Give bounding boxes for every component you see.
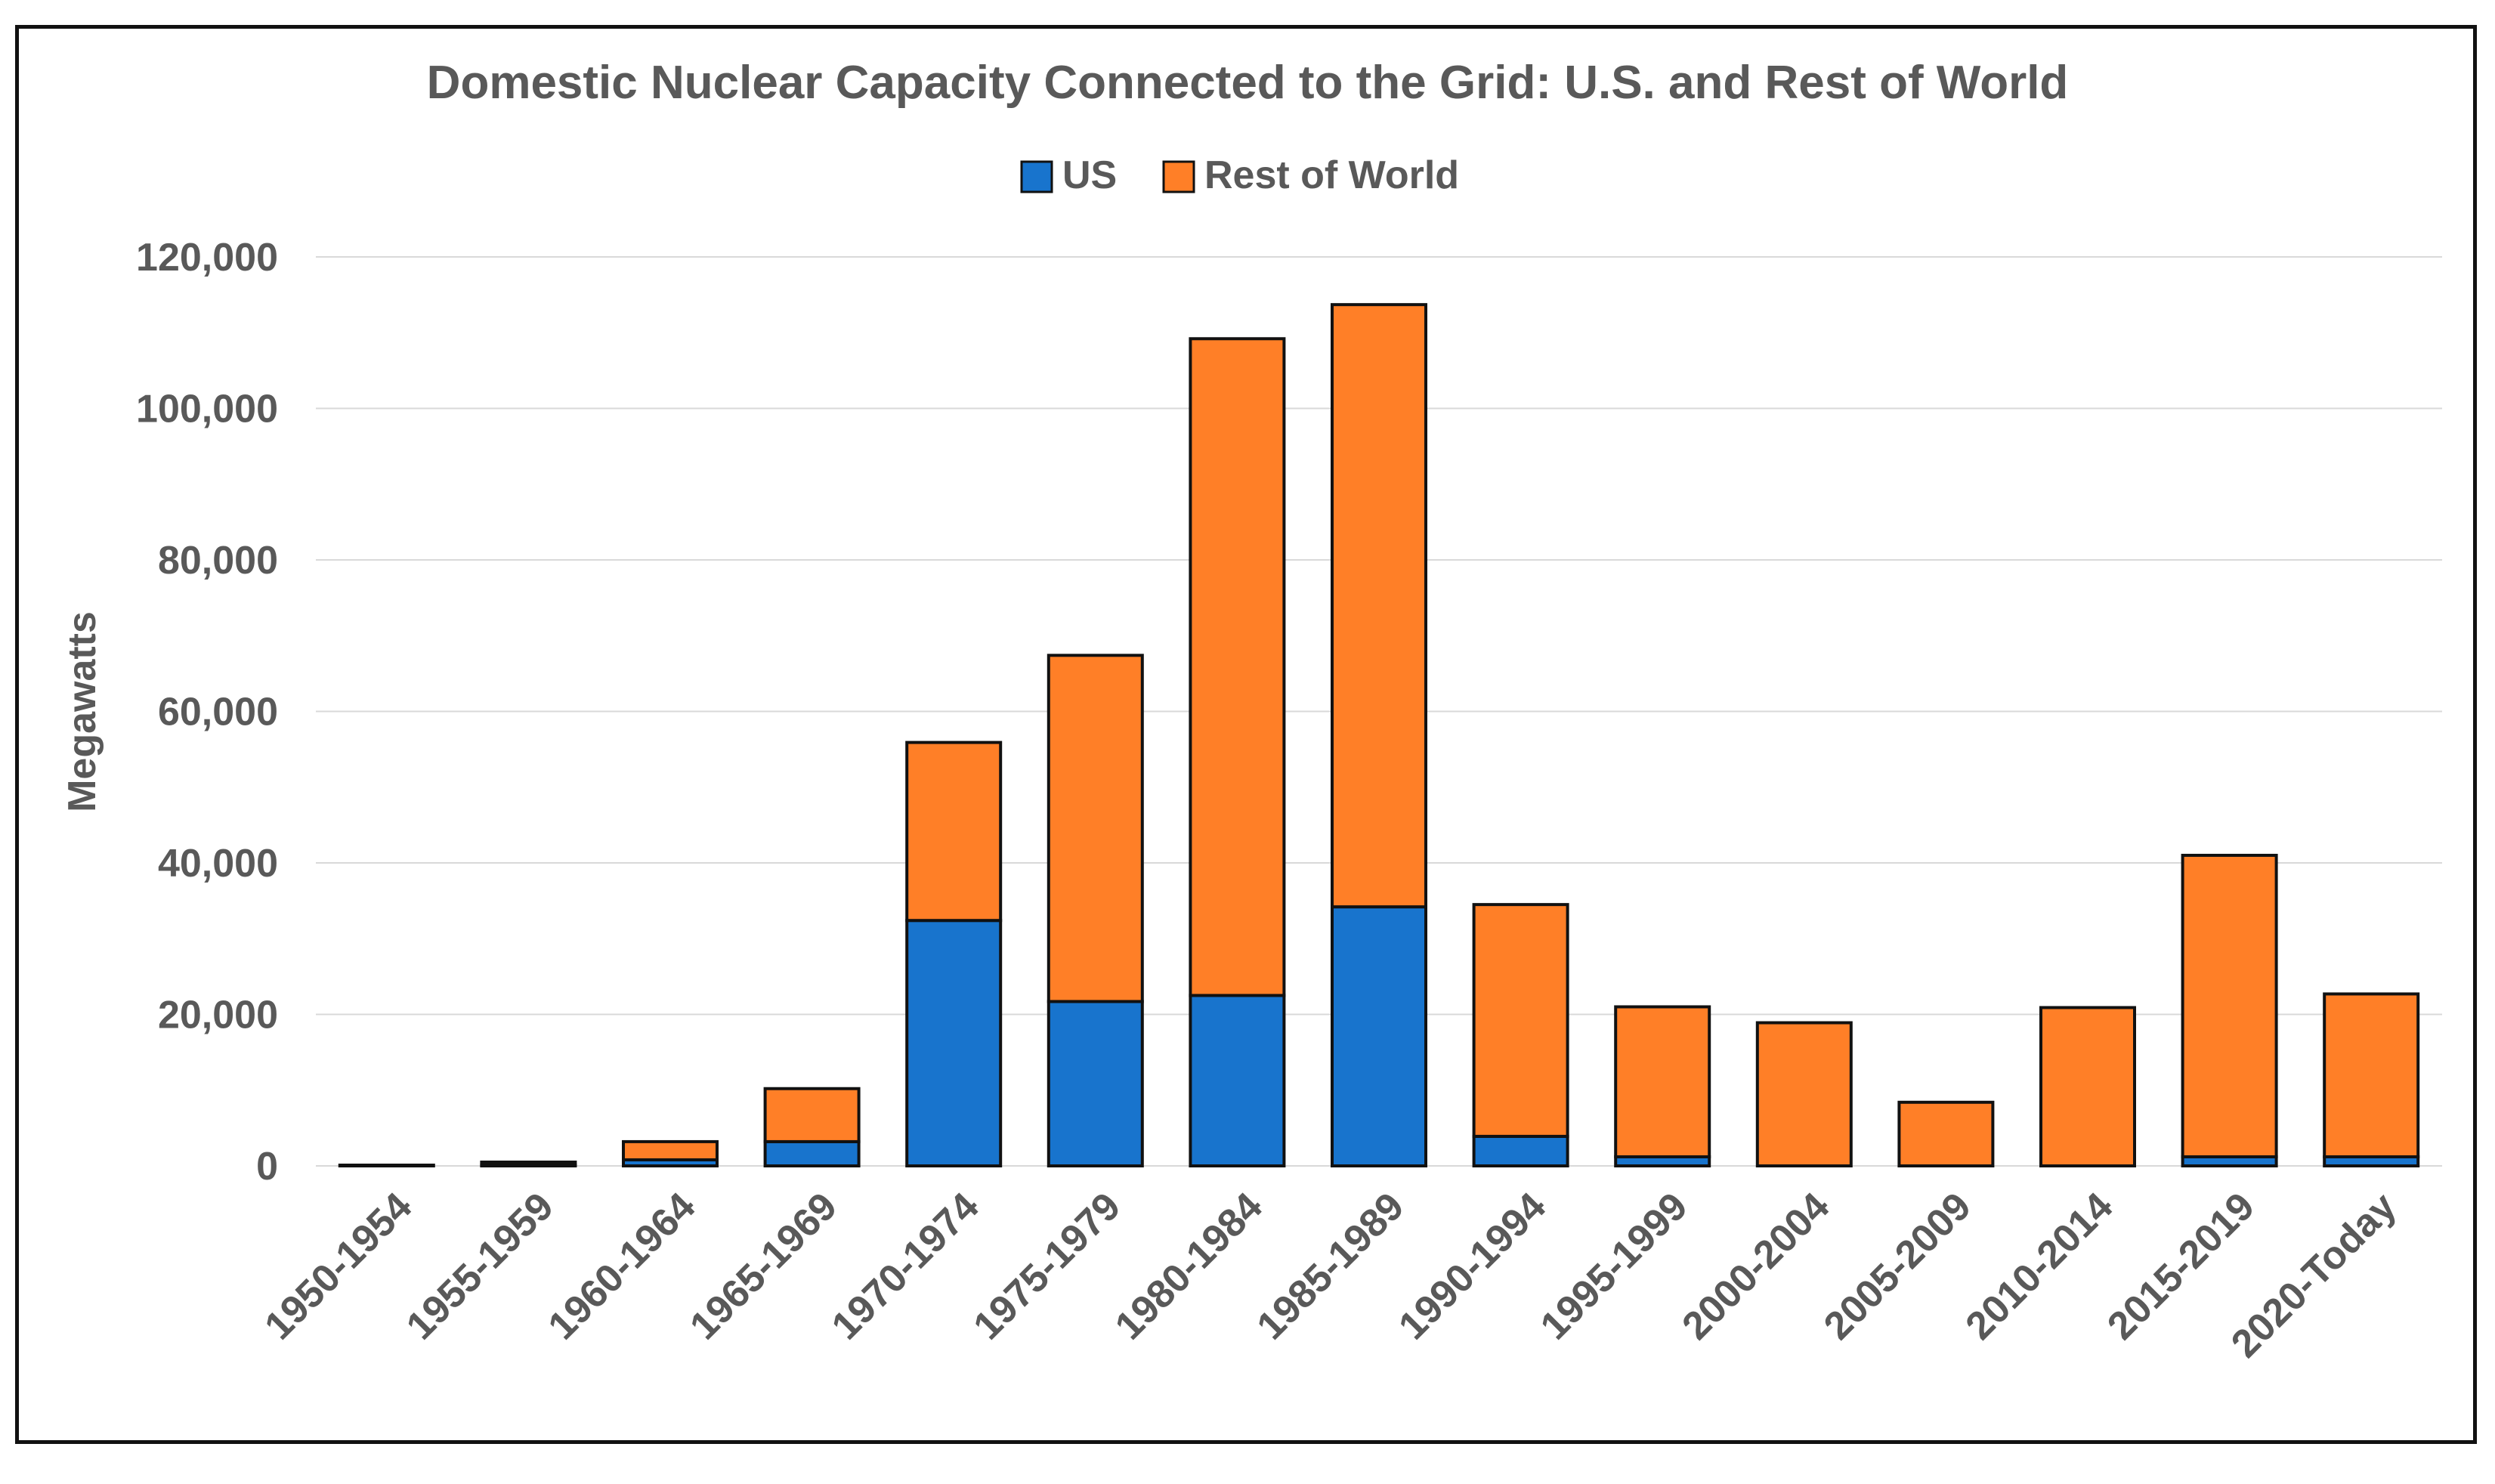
bar-rest-of-world (905, 740, 1003, 923)
x-tick-label: 2010-2014 (1958, 1184, 2122, 1348)
y-axis-ticks: 0 20,000 40,000 60,000 80,000 100,000 120,000 (136, 236, 278, 1189)
bars (338, 303, 2420, 1168)
legend-label-us: US (1062, 153, 1117, 197)
y-tick-label: 100,000 (136, 388, 278, 431)
y-tick-label: 80,000 (158, 539, 278, 583)
x-tick-label: 2000-2004 (1674, 1184, 1838, 1348)
legend-label-rest-of-world: Rest of World (1204, 153, 1459, 197)
y-tick-label: 0 (256, 1145, 278, 1189)
bar-rest-of-world (2039, 1006, 2136, 1168)
x-tick-label: 1990-1994 (1390, 1184, 1554, 1348)
legend-swatch-us (1020, 160, 1053, 193)
bar-rest-of-world (2181, 853, 2278, 1158)
x-tick-label: 1955-1959 (398, 1184, 562, 1348)
x-tick-label: 1985-1989 (1249, 1184, 1413, 1348)
x-axis-ticks: 1950-19541955-19591960-19641965-19691970… (256, 1184, 2404, 1366)
bar-us (905, 919, 1003, 1167)
x-tick-label: 1965-1969 (682, 1184, 846, 1348)
bar-us (1472, 1134, 1569, 1167)
bar-us (1189, 994, 1286, 1167)
y-tick-label: 60,000 (158, 691, 278, 734)
bar-rest-of-world (763, 1087, 861, 1143)
bar-rest-of-world (1189, 337, 1286, 997)
y-tick-label: 120,000 (136, 236, 278, 280)
x-tick-label: 1995-1999 (1532, 1184, 1696, 1348)
chart-title: Domestic Nuclear Capacity Connected to t… (427, 57, 2069, 109)
x-tick-label: 1960-1964 (540, 1184, 704, 1348)
bar-rest-of-world (1897, 1100, 1995, 1168)
bar-rest-of-world (1614, 1005, 1711, 1158)
legend-swatch-rest-of-world (1162, 160, 1195, 193)
x-tick-label: 1950-1954 (256, 1184, 420, 1348)
bar-rest-of-world (338, 1163, 435, 1168)
bar-rest-of-world (480, 1160, 577, 1167)
y-tick-label: 40,000 (158, 842, 278, 886)
bar-us (763, 1139, 861, 1168)
bar-rest-of-world (622, 1139, 719, 1161)
bar-rest-of-world (1047, 654, 1144, 1003)
bar-us (1331, 905, 1427, 1168)
y-tick-label: 20,000 (158, 994, 278, 1037)
legend: US Rest of World (1020, 153, 1459, 197)
bar-us (1047, 1000, 1144, 1168)
x-tick-label: 2005-2009 (1816, 1184, 1980, 1348)
bar-rest-of-world (1755, 1021, 1853, 1167)
x-tick-label: 1975-1979 (965, 1184, 1129, 1348)
x-tick-label: 1980-1984 (1107, 1184, 1271, 1348)
bar-rest-of-world (1331, 303, 1427, 909)
x-tick-label: 1970-1974 (824, 1184, 988, 1348)
bar-rest-of-world (2323, 992, 2420, 1158)
y-axis-title: Megawatts (60, 611, 104, 812)
bar-rest-of-world (1472, 903, 1569, 1138)
